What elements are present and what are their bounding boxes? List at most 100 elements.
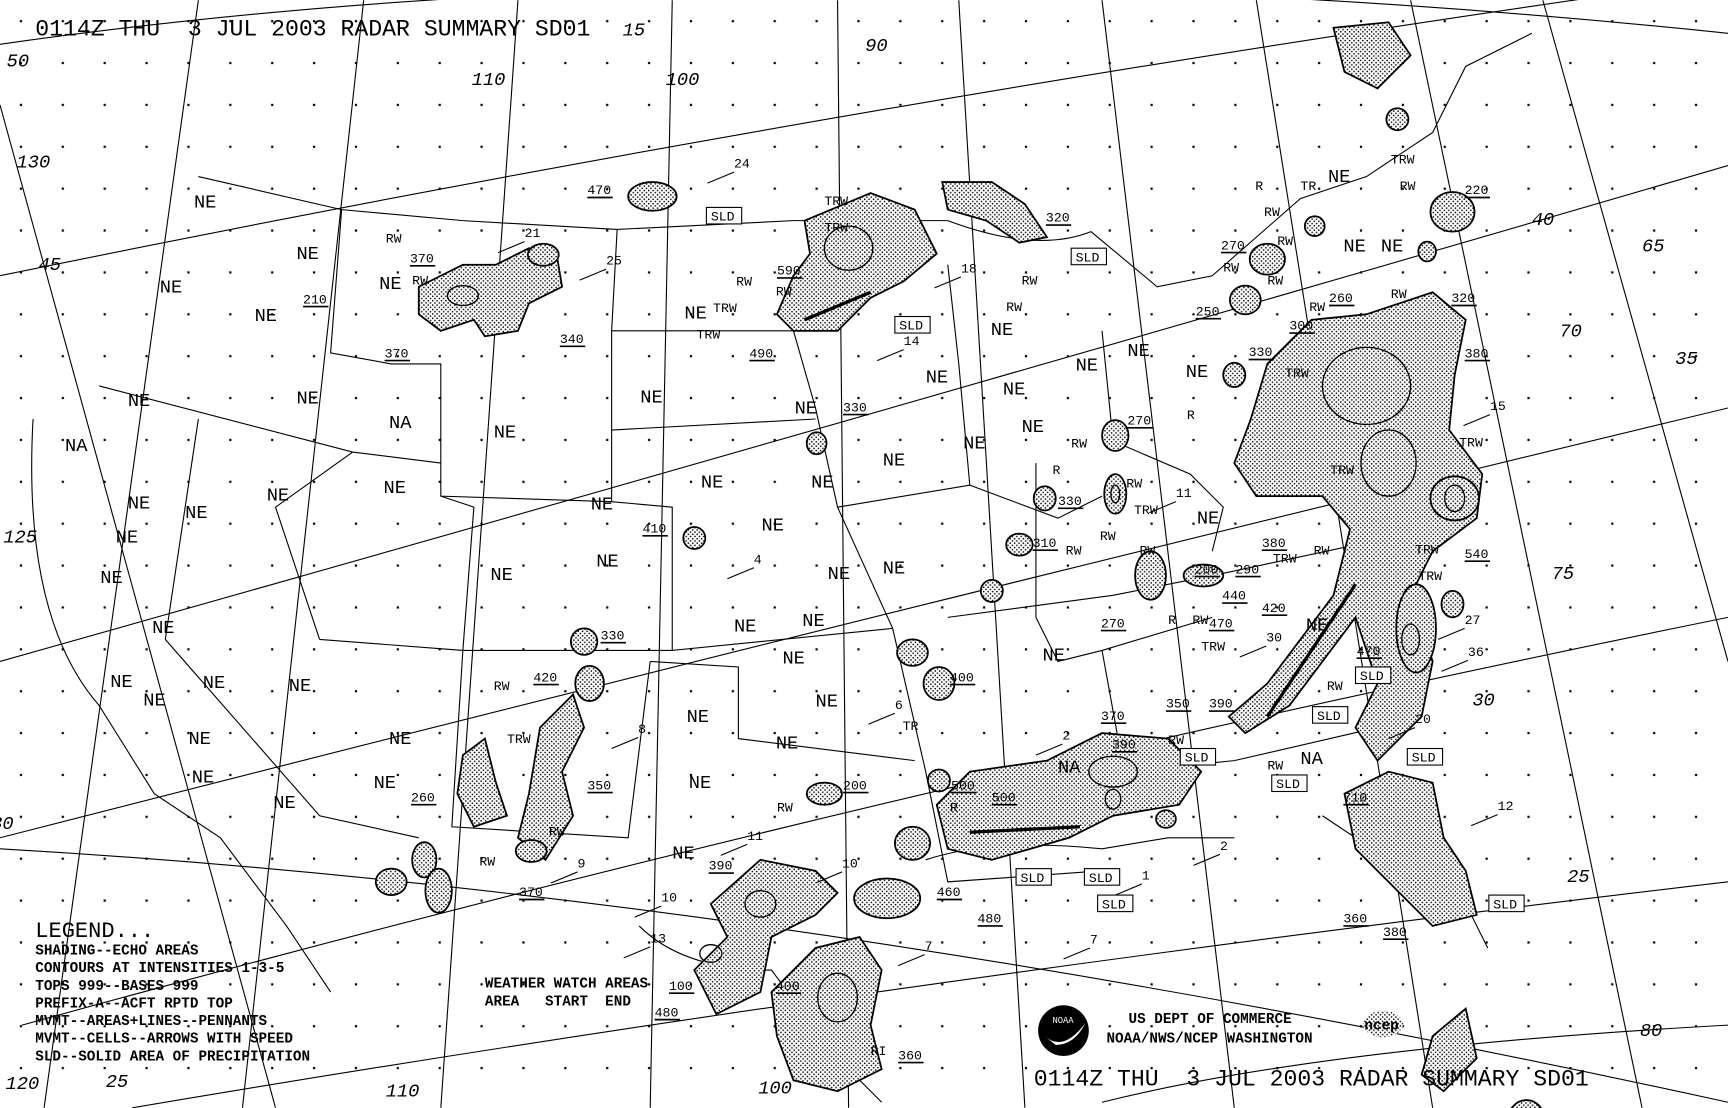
squall-lines — [803, 290, 1357, 834]
movement-arrow — [1115, 883, 1142, 896]
precip-type: TRW — [1415, 542, 1439, 557]
region-label: NE — [389, 728, 411, 750]
echo-top-label: 500 — [951, 778, 975, 793]
region-label: NE — [1197, 508, 1219, 530]
legend-line: MVMT--AREAS+LINES--PENNANTS — [35, 1014, 267, 1030]
movement-arrow — [1471, 814, 1498, 827]
precip-type: RW — [776, 285, 792, 300]
sld-box: SLD — [1311, 706, 1349, 724]
region-label: NE — [379, 273, 401, 295]
region-label: NE — [640, 386, 662, 408]
precip-type: RW — [479, 854, 495, 869]
movement-arrow — [634, 905, 662, 918]
echo-top-label: 710 — [1343, 790, 1367, 805]
sld-label: SLD — [1089, 871, 1113, 886]
precip-type: RI — [871, 1044, 887, 1059]
sld-label: SLD — [1360, 669, 1384, 684]
lon-label: 100 — [758, 1077, 792, 1099]
lat-label: 50 — [7, 50, 29, 72]
echo-top-label: 290 — [1235, 562, 1259, 577]
echo-top-label: 380 — [1383, 925, 1407, 940]
echo-top-label: 500 — [992, 790, 1016, 805]
lat-label: 35 — [1675, 348, 1697, 370]
noaa-logo-text: NOAA — [1052, 1016, 1074, 1026]
movement-speed: 24 — [734, 157, 750, 172]
precip-type: RW — [1309, 300, 1325, 315]
movement-arrow — [727, 567, 755, 580]
movement-speed: 12 — [1498, 799, 1514, 814]
region-label: NE — [143, 690, 165, 712]
echo-top-label: 590 — [777, 264, 801, 279]
echo-top-label: 480 — [978, 912, 1002, 927]
agency-line-1: US DEPT OF COMMERCE — [1128, 1012, 1292, 1028]
echo-top-label: 340 — [560, 332, 584, 347]
movement-speed: 20 — [1415, 712, 1431, 727]
movement-speed: 10 — [661, 891, 677, 906]
precip-type: TRW — [1285, 366, 1309, 381]
movement-arrow — [1437, 627, 1465, 640]
movement-speed: 7 — [925, 939, 933, 954]
region-label: NE — [596, 551, 618, 573]
movement-arrow — [1388, 727, 1416, 740]
precip-type: RW — [1267, 274, 1283, 289]
movement-speed: 1 — [1142, 869, 1150, 884]
precip-type: R — [950, 800, 958, 815]
region-label: NE — [1076, 355, 1098, 377]
echo-top-label: 390 — [1209, 697, 1233, 712]
precip-type: TRW — [1134, 503, 1158, 518]
precip-type: RW — [1264, 205, 1280, 220]
lat-label: 40 — [1532, 209, 1554, 231]
precip-type: RW — [386, 232, 402, 247]
region-label: NE — [1343, 235, 1365, 257]
lon-label: 100 — [666, 69, 700, 91]
precip-type: RW — [1277, 234, 1293, 249]
precip-type: TRW — [1459, 436, 1483, 451]
precip-type: TRW — [696, 328, 720, 343]
region-label: NE — [1127, 340, 1149, 362]
region-label: NE — [490, 564, 512, 586]
sld-label: SLD — [1317, 709, 1341, 724]
sld-label: SLD — [1412, 751, 1436, 766]
grid-labels: 50 45 130 125 120 25 110 100 90 110 100 … — [0, 19, 1698, 1102]
echo-top-label: 370 — [410, 252, 434, 267]
region-label: NE — [926, 367, 948, 389]
region-label: NE — [591, 493, 613, 515]
region-label: NE — [160, 276, 182, 298]
echo-top-label: 260 — [411, 790, 435, 805]
echo-top-label: 480 — [655, 1005, 679, 1020]
echo-top-label: 350 — [587, 778, 611, 793]
lat-label: 30 — [0, 813, 14, 835]
sld-box: SLD — [1179, 747, 1217, 766]
legend-line: MVMT--CELLS--ARROWS WITH SPEED — [35, 1032, 293, 1048]
legend-line: SLD--SOLID AREA OF PRECIPITATION — [35, 1049, 310, 1065]
movement-speed: 13 — [650, 931, 666, 946]
echo-top-label: 390 — [709, 859, 733, 874]
movement-speed: 11 — [1176, 486, 1192, 501]
echo-tops-labels: 2103703703404705904903303202702502603003… — [303, 183, 1490, 1064]
movement-arrow — [897, 954, 925, 967]
sld-box: SLD — [1097, 894, 1134, 912]
sld-box: SLD — [1015, 868, 1052, 886]
echo-top-label: 490 — [749, 346, 773, 361]
movement-speed: 15 — [1490, 399, 1506, 414]
movement-arrow — [1149, 501, 1177, 514]
sld-box: SLD — [894, 315, 931, 334]
precip-type: RW — [1400, 179, 1416, 194]
precip-type: RW — [1100, 529, 1116, 544]
precip-type: RW — [1314, 544, 1330, 559]
echo-top-label: 210 — [303, 292, 327, 307]
region-label: NE — [684, 303, 706, 325]
legend: LEGEND... SHADING--ECHO AREAS CONTOURS A… — [35, 919, 310, 1065]
region-label: NE — [185, 502, 207, 524]
sld-label: SLD — [1076, 250, 1100, 265]
precip-type: R — [1168, 613, 1176, 628]
noaa-logo: NOAA — [1038, 1005, 1089, 1056]
region-label: NE — [116, 526, 138, 548]
echo-top-label: 330 — [1249, 345, 1273, 360]
movement-speed: 14 — [904, 334, 920, 349]
precip-type: RW — [1140, 544, 1156, 559]
region-label: NE — [374, 772, 396, 794]
sld-label: SLD — [711, 210, 735, 225]
movement-arrow — [579, 268, 607, 281]
